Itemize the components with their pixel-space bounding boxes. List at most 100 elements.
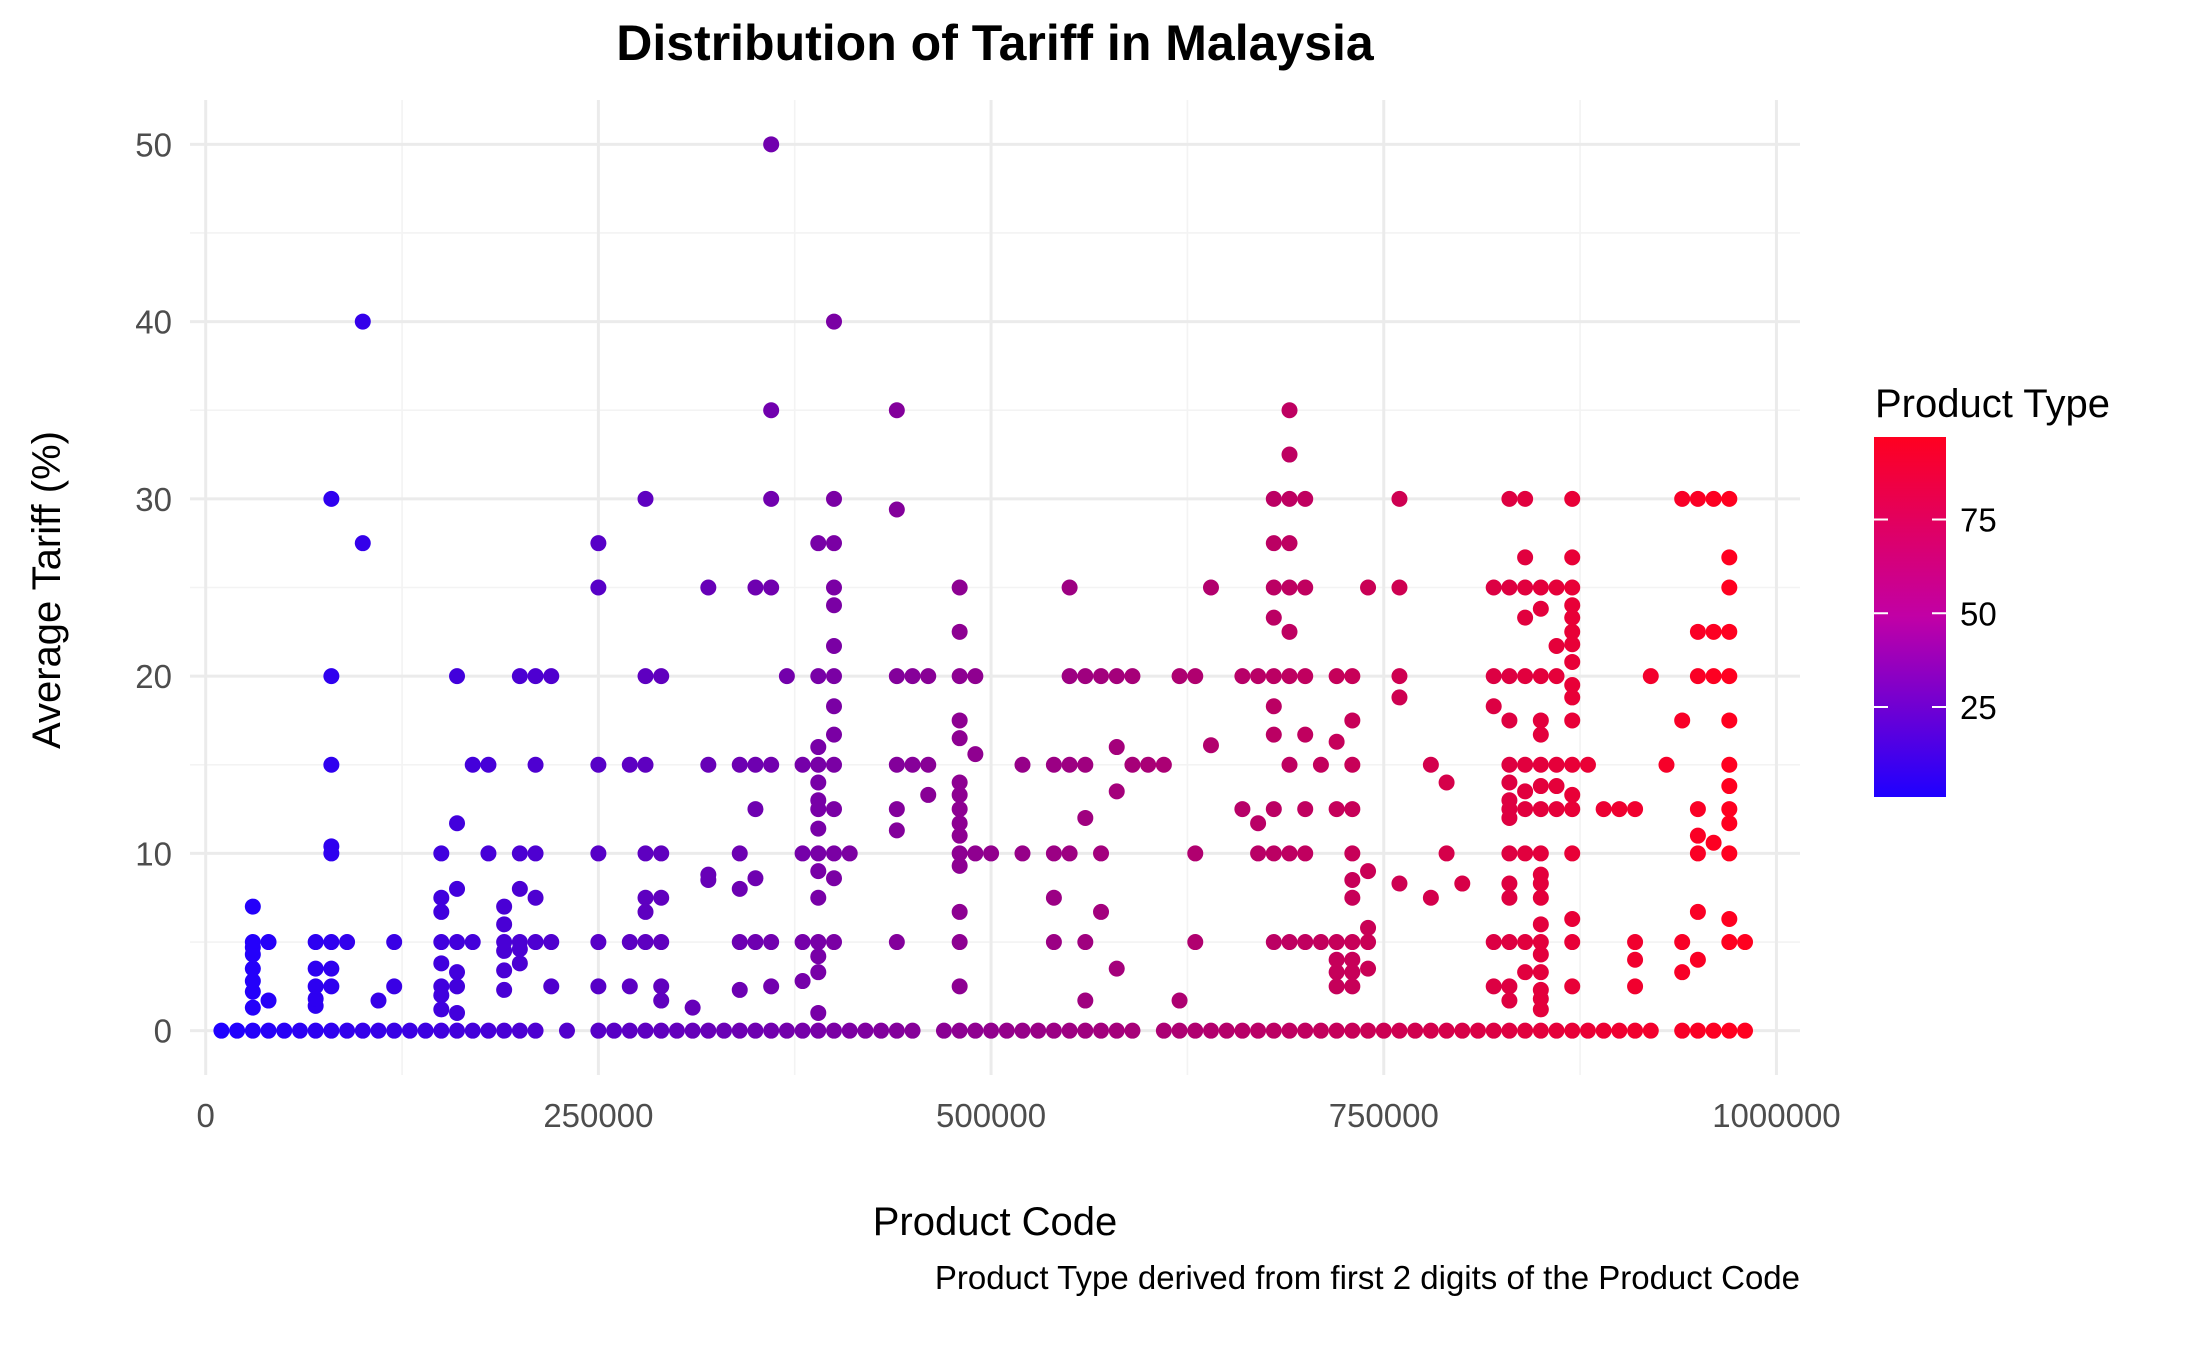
data-point	[1627, 978, 1644, 995]
y-tick-label: 40	[135, 304, 172, 341]
data-point	[307, 960, 324, 977]
data-point	[496, 916, 513, 933]
data-point	[1250, 845, 1267, 862]
data-point	[951, 668, 968, 685]
data-point	[1360, 919, 1377, 936]
data-point	[1312, 1022, 1329, 1039]
data-point	[951, 774, 968, 791]
data-point	[1658, 756, 1675, 773]
data-point	[1689, 903, 1706, 920]
data-point	[1517, 845, 1534, 862]
data-point	[527, 668, 544, 685]
data-point	[731, 1022, 748, 1039]
data-point	[1344, 978, 1361, 995]
chart-title: Distribution of Tariff in Malaysia	[616, 15, 1375, 71]
data-point	[1045, 1022, 1062, 1039]
data-point	[1093, 903, 1110, 920]
data-point	[810, 792, 827, 809]
data-point	[794, 973, 811, 990]
data-point	[1485, 934, 1502, 951]
data-point	[810, 889, 827, 906]
data-point	[558, 1022, 575, 1039]
data-point	[1438, 1022, 1455, 1039]
data-point	[1360, 960, 1377, 977]
data-point	[951, 857, 968, 874]
data-point	[449, 934, 466, 951]
data-point	[1281, 402, 1298, 419]
data-point	[1391, 490, 1408, 507]
data-point	[1501, 978, 1518, 995]
data-point	[590, 535, 607, 552]
data-point	[307, 1022, 324, 1039]
data-point	[747, 870, 764, 887]
data-point	[1077, 756, 1094, 773]
data-point	[1202, 579, 1219, 596]
data-point	[590, 845, 607, 862]
data-point	[888, 822, 905, 839]
data-point	[1721, 623, 1738, 640]
data-point	[1281, 756, 1298, 773]
data-point	[951, 827, 968, 844]
data-point	[653, 978, 670, 995]
data-point	[496, 981, 513, 998]
data-point	[323, 490, 340, 507]
data-point	[747, 579, 764, 596]
data-point	[1171, 992, 1188, 1009]
data-point	[810, 948, 827, 965]
data-point	[763, 756, 780, 773]
data-point	[1250, 668, 1267, 685]
data-point	[1721, 778, 1738, 795]
data-point	[1297, 1022, 1314, 1039]
chart-caption: Product Type derived from first 2 digits…	[935, 1259, 1800, 1296]
data-point	[1564, 653, 1581, 670]
data-point	[1674, 490, 1691, 507]
data-point	[621, 934, 638, 951]
data-point	[1344, 1022, 1361, 1039]
data-point	[763, 978, 780, 995]
data-point	[1564, 579, 1581, 596]
data-point	[1705, 1022, 1722, 1039]
data-point	[1375, 1022, 1392, 1039]
data-point	[1045, 756, 1062, 773]
data-point	[1202, 737, 1219, 754]
data-point	[244, 934, 261, 951]
data-point	[983, 845, 1000, 862]
data-point	[731, 845, 748, 862]
data-point	[778, 668, 795, 685]
data-point	[480, 756, 497, 773]
data-point	[1501, 792, 1518, 809]
data-point	[653, 1022, 670, 1039]
data-point	[1532, 866, 1549, 883]
data-point	[1281, 490, 1298, 507]
data-point	[1721, 801, 1738, 818]
data-point	[1093, 845, 1110, 862]
data-point	[1281, 446, 1298, 463]
data-point	[1564, 801, 1581, 818]
data-point	[1564, 845, 1581, 862]
data-point	[1485, 978, 1502, 995]
data-point	[1721, 712, 1738, 729]
data-point	[1674, 1022, 1691, 1039]
data-point	[1265, 726, 1282, 743]
data-point	[433, 955, 450, 972]
data-point	[370, 1022, 387, 1039]
data-point	[1297, 490, 1314, 507]
data-point	[684, 1022, 701, 1039]
data-point	[354, 313, 371, 330]
data-point	[637, 903, 654, 920]
x-tick-label: 250000	[543, 1097, 653, 1134]
data-point	[1579, 1022, 1596, 1039]
data-point	[543, 668, 560, 685]
data-point	[1124, 756, 1141, 773]
data-point	[1391, 1022, 1408, 1039]
data-point	[1328, 733, 1345, 750]
data-point	[1517, 964, 1534, 981]
data-point	[1532, 981, 1549, 998]
grid-lines	[190, 100, 1800, 1075]
data-point	[401, 1022, 418, 1039]
data-point	[873, 1022, 890, 1039]
data-point	[449, 668, 466, 685]
data-point	[511, 1022, 528, 1039]
data-point	[1485, 668, 1502, 685]
data-point	[449, 978, 466, 995]
